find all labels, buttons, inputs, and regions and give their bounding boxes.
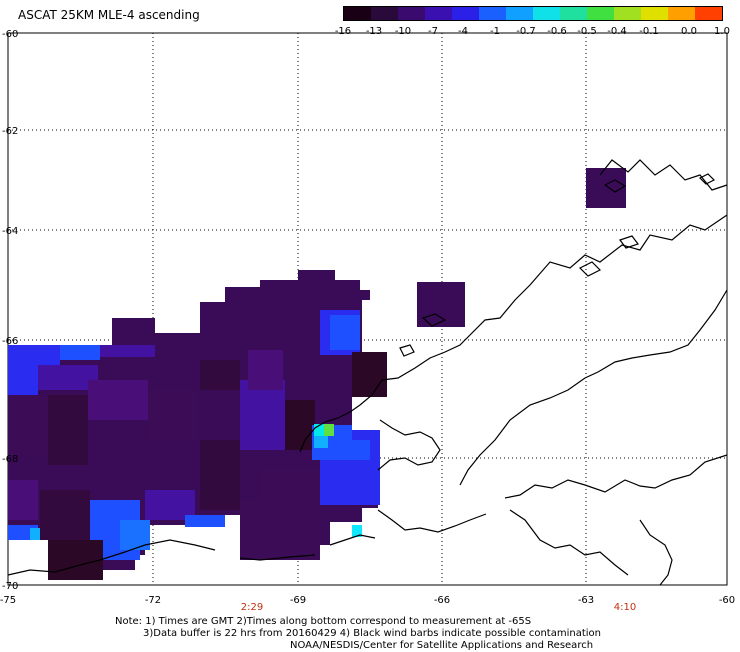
pass-time-label: 2:29 bbox=[241, 602, 263, 613]
lat-tick-label: -60 bbox=[2, 29, 18, 40]
colorbar-label: -0.1 bbox=[639, 26, 659, 37]
swath-cell bbox=[200, 360, 240, 390]
swath-cell bbox=[248, 350, 283, 390]
swath-cell bbox=[352, 352, 387, 397]
swath-cell bbox=[185, 515, 225, 527]
axis-ticks: -75 -72 -69 -66 -63 -60 -60 -62 -64 -66 -68 -70 2:29… bbox=[0, 29, 735, 613]
swath-cell bbox=[148, 390, 198, 440]
island-outline bbox=[619, 235, 639, 249]
coastline-segment bbox=[459, 289, 728, 486]
swath-cell bbox=[8, 395, 48, 455]
coastline-segment bbox=[509, 509, 629, 576]
colorbar-segment bbox=[614, 7, 641, 20]
swath-cell bbox=[314, 436, 328, 448]
swath-cell bbox=[88, 380, 148, 420]
lon-tick-label: -69 bbox=[290, 595, 306, 606]
swath-cell bbox=[417, 282, 465, 327]
lat-tick-label: -70 bbox=[2, 581, 18, 592]
island-outline bbox=[421, 313, 447, 327]
note-line-2: 3)Data buffer is 22 hrs from 20160429 4)… bbox=[143, 628, 601, 639]
colorbar-segment bbox=[560, 7, 587, 20]
island-outline bbox=[603, 179, 627, 193]
lon-tick-label: -72 bbox=[145, 595, 161, 606]
pass-time-label: 4:10 bbox=[614, 602, 636, 613]
swath-cell bbox=[8, 480, 38, 520]
lat-tick-label: -64 bbox=[2, 226, 18, 237]
swath-cell bbox=[8, 345, 60, 365]
colorbar-label: -10 bbox=[394, 26, 412, 37]
swath-cell bbox=[586, 168, 626, 208]
swath-cell bbox=[40, 490, 90, 540]
lat-tick-label: -68 bbox=[2, 454, 18, 465]
swath-cell bbox=[30, 528, 40, 540]
swath-cell bbox=[314, 424, 324, 436]
island-outline bbox=[399, 344, 415, 357]
coastline-segment bbox=[329, 534, 376, 546]
coastline-segment bbox=[377, 419, 441, 471]
coastline-segment bbox=[239, 554, 316, 561]
swath-cell bbox=[330, 315, 360, 350]
colorbar-label: -0.5 bbox=[577, 26, 597, 37]
colorbar-label: -1 bbox=[490, 26, 500, 37]
coastline-segment bbox=[504, 454, 728, 499]
colorbar-label: -0.7 bbox=[516, 26, 536, 37]
colorbar-segment bbox=[695, 7, 722, 20]
lon-tick-label: -75 bbox=[0, 595, 16, 606]
colorbar-segment bbox=[641, 7, 668, 20]
island-outline bbox=[698, 173, 716, 185]
coastline-segment bbox=[299, 379, 383, 453]
swath-cell bbox=[8, 365, 38, 395]
lat-tick-label: -66 bbox=[2, 336, 18, 347]
data-swath bbox=[8, 168, 626, 580]
swath-cell bbox=[285, 400, 315, 450]
colorbar-segment bbox=[587, 7, 614, 20]
swath-cell bbox=[100, 345, 155, 357]
colorbar-label: 1.0 bbox=[714, 26, 730, 37]
colorbar-segment bbox=[668, 7, 695, 20]
coastline-segment bbox=[381, 214, 728, 381]
lon-tick-label: -66 bbox=[434, 595, 450, 606]
note-line-3: NOAA/NESDIS/Center for Satellite Applica… bbox=[290, 640, 594, 651]
coastline-segment bbox=[7, 539, 216, 576]
colorbar-segment bbox=[506, 7, 533, 20]
lon-tick-label: -60 bbox=[719, 595, 735, 606]
chart-title: ASCAT 25KM MLE-4 ascending bbox=[18, 8, 200, 22]
note-line-1: Note: 1) Times are GMT 2)Times along bot… bbox=[115, 616, 532, 627]
colorbar-segment bbox=[533, 7, 560, 20]
island-outline bbox=[578, 261, 602, 277]
colorbar-label: -13 bbox=[365, 26, 383, 37]
map-frame bbox=[7, 32, 728, 586]
colorbar-labels: -16 -13 -10 -7 -4 -1 -0.7 -0.6 -0.5 -0.4 -0.1 0.0 1.… bbox=[320, 26, 740, 40]
colorbar-segment bbox=[398, 7, 425, 20]
coastline bbox=[7, 159, 728, 586]
swath-cell bbox=[324, 424, 334, 436]
lon-tick-label: -63 bbox=[578, 595, 594, 606]
colorbar-segment bbox=[479, 7, 506, 20]
swath-cell bbox=[60, 345, 100, 360]
colorbar-label: -0.4 bbox=[607, 26, 627, 37]
colorbar-segment bbox=[344, 7, 371, 20]
colorbar-label: 0.0 bbox=[681, 26, 697, 37]
colorbar-segment bbox=[371, 7, 398, 20]
swath-cell bbox=[48, 395, 88, 465]
colorbar-segment bbox=[452, 7, 479, 20]
colorbar bbox=[343, 6, 723, 21]
swath-cell bbox=[200, 440, 240, 510]
lat-tick-label: -62 bbox=[2, 126, 18, 137]
swath-cell bbox=[48, 540, 103, 580]
coastline-segment bbox=[599, 159, 728, 191]
colorbar-label: -0.6 bbox=[547, 26, 567, 37]
swath-cell bbox=[240, 380, 285, 450]
colorbar-segment bbox=[425, 7, 452, 20]
coastline-segment bbox=[377, 509, 487, 533]
colorbar-label: -4 bbox=[458, 26, 468, 37]
coastline-segment bbox=[639, 519, 673, 586]
swath-cell bbox=[240, 500, 320, 560]
colorbar-label: -7 bbox=[428, 26, 438, 37]
colorbar-label: -16 bbox=[334, 26, 352, 37]
swath-cell bbox=[352, 525, 362, 537]
